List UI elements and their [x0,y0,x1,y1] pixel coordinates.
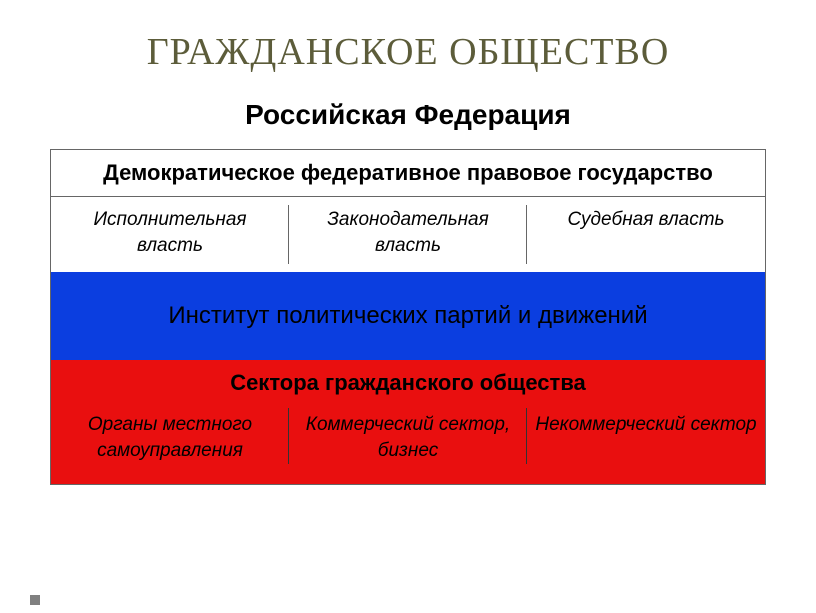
slide-bullet [30,595,40,605]
col-legislative: Законодательная власть [289,197,527,272]
white-band-columns: Исполнительная власть Законодательная вл… [51,197,765,272]
white-band-header: Демократическое федеративное правовое го… [51,150,765,197]
col-legislative-label: Законодательная власть [327,209,489,256]
blue-band: Институт политических партий и движений [51,272,765,360]
col-executive: Исполнительная власть [51,197,289,272]
page-title: ГРАЖДАНСКОЕ ОБЩЕСТВО [50,30,766,74]
col-commercial-label: Коммерческий сектор, бизнес [306,414,510,461]
col-local-gov-label: Органы местного самоуправления [88,414,252,461]
col-judicial: Судебная власть [527,197,765,272]
col-noncommercial: Некоммерческий сектор [527,406,765,483]
col-local-gov: Органы местного самоуправления [51,406,289,483]
col-commercial: Коммерческий сектор, бизнес [289,406,527,483]
blue-band-text: Институт политических партий и движений [168,302,647,329]
col-executive-label: Исполнительная власть [93,209,246,256]
red-band-header: Сектора гражданского общества [51,360,765,406]
white-band: Демократическое федеративное правовое го… [51,150,765,272]
red-band: Сектора гражданского общества Органы мес… [51,360,765,483]
page-subtitle: Российская Федерация [50,99,766,131]
col-noncommercial-label: Некоммерческий сектор [535,414,756,435]
col-judicial-label: Судебная власть [567,209,724,230]
red-band-columns: Органы местного самоуправления Коммерчес… [51,406,765,483]
flag-diagram: Демократическое федеративное правовое го… [50,149,766,485]
